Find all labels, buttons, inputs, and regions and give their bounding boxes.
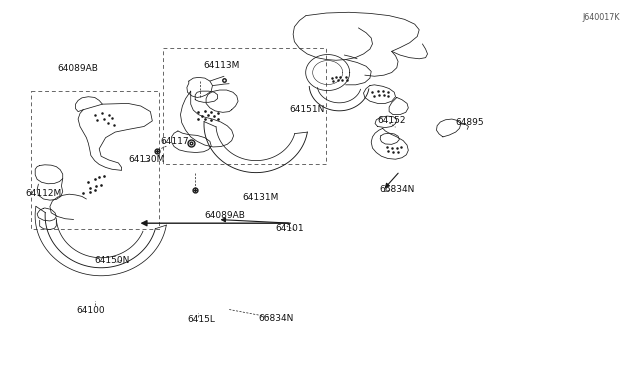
Text: 64089AB: 64089AB bbox=[205, 211, 246, 220]
Text: 64152: 64152 bbox=[378, 116, 406, 125]
Text: 64117: 64117 bbox=[160, 137, 189, 146]
Text: 64113M: 64113M bbox=[204, 61, 240, 70]
Text: 6415L: 6415L bbox=[188, 315, 216, 324]
Text: 64100: 64100 bbox=[77, 306, 106, 315]
Text: 64101: 64101 bbox=[275, 224, 304, 233]
Text: 64112M: 64112M bbox=[26, 189, 62, 198]
Text: 66834N: 66834N bbox=[258, 314, 293, 323]
Text: 64089AB: 64089AB bbox=[58, 64, 99, 73]
Text: 64131M: 64131M bbox=[242, 193, 278, 202]
Text: 64895: 64895 bbox=[456, 118, 484, 127]
Text: 66834N: 66834N bbox=[380, 185, 415, 194]
Text: J640017K: J640017K bbox=[582, 13, 620, 22]
Text: 64130M: 64130M bbox=[128, 155, 164, 164]
Text: 64151N: 64151N bbox=[289, 105, 324, 114]
Text: 64150N: 64150N bbox=[95, 256, 130, 265]
